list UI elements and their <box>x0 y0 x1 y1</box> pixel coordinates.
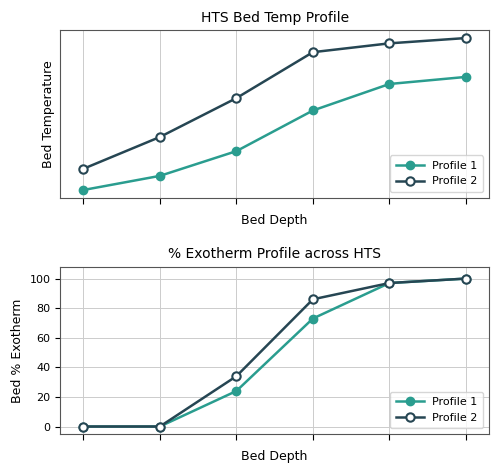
Profile 2 <box>310 49 316 55</box>
Line: Profile 1: Profile 1 <box>79 274 470 431</box>
Profile 2 <box>234 374 239 379</box>
Title: HTS Bed Temp Profile: HTS Bed Temp Profile <box>200 11 348 25</box>
Profile 2 <box>463 276 469 282</box>
Profile 1 <box>386 81 392 87</box>
Profile 1 <box>234 148 239 154</box>
Y-axis label: Bed Temperature: Bed Temperature <box>42 60 55 168</box>
Profile 2 <box>80 166 86 172</box>
Profile 1 <box>80 424 86 429</box>
Profile 1 <box>310 108 316 113</box>
Line: Profile 2: Profile 2 <box>79 34 470 173</box>
Line: Profile 2: Profile 2 <box>79 274 470 431</box>
Profile 1 <box>157 173 163 179</box>
Profile 1 <box>234 388 239 394</box>
Profile 2 <box>463 35 469 41</box>
Profile 2 <box>386 280 392 286</box>
Profile 1 <box>80 187 86 193</box>
Profile 2 <box>80 424 86 429</box>
Profile 2 <box>234 95 239 101</box>
Legend: Profile 1, Profile 2: Profile 1, Profile 2 <box>390 155 484 192</box>
Y-axis label: Bed % Exotherm: Bed % Exotherm <box>11 298 24 402</box>
Profile 1 <box>386 280 392 286</box>
Profile 1 <box>157 424 163 429</box>
Profile 1 <box>463 276 469 282</box>
Line: Profile 1: Profile 1 <box>79 73 470 194</box>
X-axis label: Bed Depth: Bed Depth <box>242 214 308 227</box>
Profile 2 <box>310 296 316 302</box>
Profile 2 <box>157 134 163 140</box>
Profile 2 <box>157 424 163 429</box>
Title: % Exotherm Profile across HTS: % Exotherm Profile across HTS <box>168 247 381 262</box>
Profile 1 <box>310 316 316 321</box>
Profile 1 <box>463 74 469 80</box>
Profile 2 <box>386 40 392 46</box>
X-axis label: Bed Depth: Bed Depth <box>242 450 308 463</box>
Legend: Profile 1, Profile 2: Profile 1, Profile 2 <box>390 392 484 428</box>
